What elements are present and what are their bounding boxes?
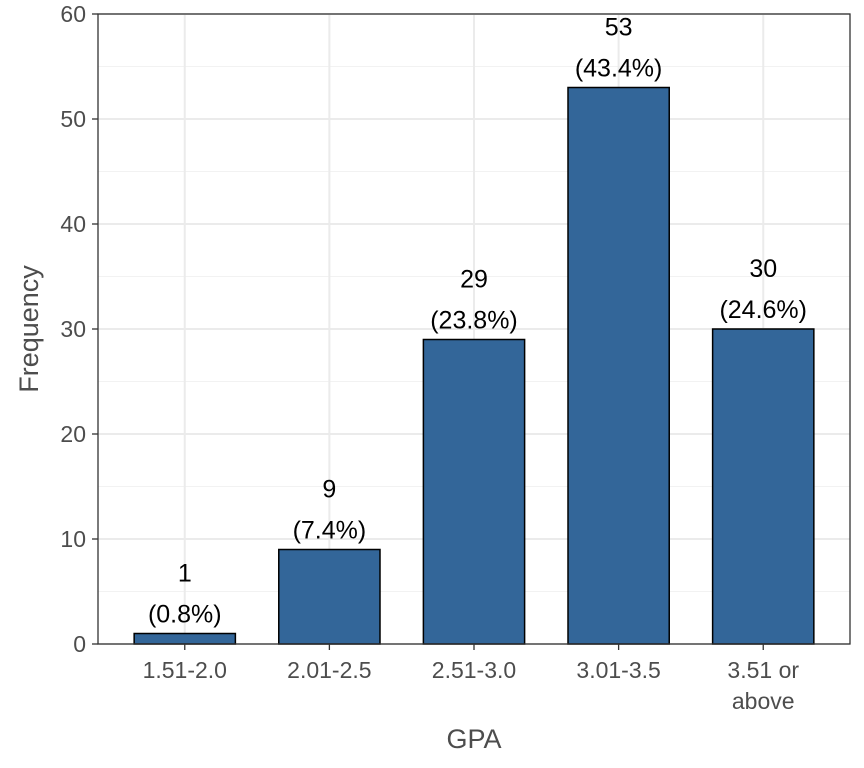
y-axis: 0 10 20 30 40 50 60 (60, 1, 98, 657)
x-tick-label: 2.01-2.5 (287, 657, 371, 683)
bar (133, 632, 237, 645)
x-axis-title: GPA (446, 724, 501, 754)
bar-percent-label: (43.4%) (575, 55, 663, 83)
y-tick-label: 0 (73, 631, 86, 657)
bar-percent-label: (24.6%) (719, 296, 807, 324)
y-tick-label: 40 (60, 211, 86, 237)
bar-count-label: 9 (322, 476, 336, 504)
x-tick-label: 3.01-3.5 (576, 657, 660, 683)
x-axis: 1.51-2.0 2.01-2.5 2.51-3.0 3.01-3.5 3.51 or a… (143, 644, 799, 714)
bars-group (133, 86, 815, 645)
bar-count-label: 1 (178, 560, 192, 588)
y-tick-label: 30 (60, 316, 86, 342)
y-tick-label: 60 (60, 1, 86, 27)
bar (567, 86, 670, 645)
bar-percent-label: (23.8%) (430, 307, 518, 335)
bar (711, 328, 815, 645)
bar (422, 338, 526, 645)
y-tick-label: 20 (60, 421, 86, 447)
y-tick-label: 50 (60, 106, 86, 132)
bar-count-label: 53 (605, 14, 633, 42)
x-tick-label: 2.51-3.0 (432, 657, 516, 683)
bar-count-label: 30 (749, 255, 777, 283)
x-tick-label: 3.51 or above (727, 657, 799, 714)
y-axis-title: Frequency (14, 265, 44, 393)
x-tick-label: 1.51-2.0 (143, 657, 227, 683)
bar-count-label: 29 (460, 266, 488, 294)
data-labels-group: (0.8%) 1 (7.4%) 9 (23.8%) 29 (43.4%) 53 (24.6%) 3… (148, 14, 807, 629)
bar-percent-label: (7.4%) (293, 517, 367, 545)
y-tick-label: 10 (60, 526, 86, 552)
bar-percent-label: (0.8%) (148, 601, 222, 629)
bar (278, 548, 381, 645)
